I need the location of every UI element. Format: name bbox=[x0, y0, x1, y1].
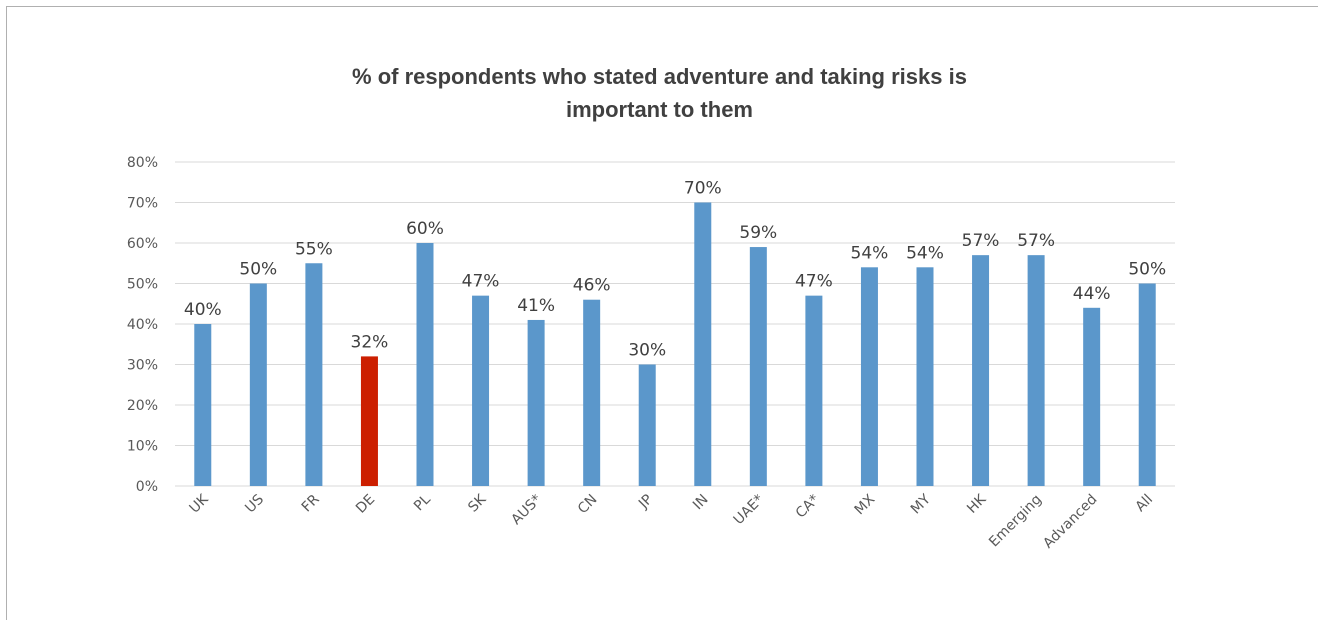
data-label: 47% bbox=[795, 272, 833, 292]
bar-aus bbox=[527, 319, 545, 486]
bar-fr bbox=[305, 263, 323, 486]
x-tick-label: CA* bbox=[793, 492, 823, 522]
x-tick-label: HK bbox=[964, 491, 990, 517]
chart-title-line-2: important to them bbox=[566, 97, 753, 122]
data-label: 57% bbox=[1017, 231, 1055, 251]
data-label: 57% bbox=[962, 231, 1000, 251]
bars bbox=[194, 202, 1156, 486]
bar-mx bbox=[860, 267, 878, 486]
x-tick-label: DE bbox=[353, 492, 378, 517]
x-tick-label: FR bbox=[299, 491, 323, 515]
y-axis: 0% 10% 20% 30% 40% 50% 60% 70% 80% bbox=[127, 155, 158, 495]
y-tick-label: 70% bbox=[127, 196, 158, 212]
x-tick-label: Advanced bbox=[1040, 492, 1100, 552]
x-tick-label: IN bbox=[690, 492, 712, 514]
bar-jp bbox=[638, 364, 656, 486]
data-labels: 40% 50% 55% 32% 60% 47% 41% 46% 30% 70% 59% 47% 54% 5… bbox=[184, 179, 1166, 361]
bar-hk bbox=[972, 255, 990, 486]
data-label: 54% bbox=[906, 243, 944, 263]
bar-us bbox=[249, 283, 267, 486]
bar-uk bbox=[194, 324, 212, 486]
bar-cn bbox=[583, 299, 601, 486]
y-tick-label: 40% bbox=[127, 317, 158, 333]
x-tick-label: US bbox=[242, 491, 267, 516]
bar-uae bbox=[749, 247, 767, 486]
y-tick-label: 10% bbox=[127, 439, 158, 455]
data-label: 32% bbox=[351, 332, 389, 352]
bar-advanced bbox=[1083, 307, 1101, 486]
y-tick-label: 20% bbox=[127, 398, 158, 414]
data-label: 55% bbox=[295, 239, 333, 259]
x-tick-label: All bbox=[1132, 492, 1156, 516]
x-tick-label: AUS* bbox=[508, 492, 545, 529]
bar-de bbox=[360, 356, 378, 486]
bar-pl bbox=[416, 243, 434, 486]
data-label: 47% bbox=[462, 272, 500, 292]
data-label: 30% bbox=[628, 341, 666, 361]
bar-emerging bbox=[1027, 255, 1045, 486]
x-tick-label: PL bbox=[411, 491, 434, 514]
x-tick-label: CN bbox=[575, 492, 601, 518]
y-tick-label: 60% bbox=[127, 236, 158, 252]
y-tick-label: 0% bbox=[136, 479, 158, 495]
data-label: 54% bbox=[851, 243, 889, 263]
data-label: 46% bbox=[573, 276, 611, 296]
data-label: 59% bbox=[739, 223, 777, 243]
bar-all bbox=[1138, 283, 1156, 486]
x-tick-label: MY bbox=[908, 491, 934, 517]
data-label: 50% bbox=[1128, 260, 1166, 280]
bar-in bbox=[694, 202, 712, 486]
y-tick-label: 50% bbox=[127, 277, 158, 293]
data-label: 70% bbox=[684, 179, 722, 199]
x-tick-label: MX bbox=[852, 491, 879, 518]
x-tick-label: Emerging bbox=[986, 492, 1045, 551]
data-label: 44% bbox=[1073, 284, 1111, 304]
data-label: 60% bbox=[406, 219, 444, 239]
bar-sk bbox=[472, 295, 490, 486]
data-label: 41% bbox=[517, 296, 555, 316]
bar-ca bbox=[805, 295, 823, 486]
x-tick-label: UK bbox=[187, 491, 213, 517]
data-label: 50% bbox=[239, 260, 277, 280]
chart-title-line-1: % of respondents who stated adventure an… bbox=[352, 64, 967, 89]
x-tick-label: JP bbox=[635, 492, 656, 513]
y-tick-label: 80% bbox=[127, 155, 158, 171]
x-axis: UK US FR DE PL SK AUS* CN JP IN UAE* CA* MX MY HKEmerg… bbox=[187, 491, 1157, 552]
x-tick-label: SK bbox=[465, 491, 490, 516]
data-label: 40% bbox=[184, 300, 222, 320]
x-tick-label: UAE* bbox=[731, 492, 768, 529]
bar-my bbox=[916, 267, 934, 486]
y-tick-label: 30% bbox=[127, 358, 158, 374]
gridlines bbox=[175, 161, 1175, 487]
chart-title: % of respondents who stated adventure an… bbox=[0, 60, 1319, 126]
